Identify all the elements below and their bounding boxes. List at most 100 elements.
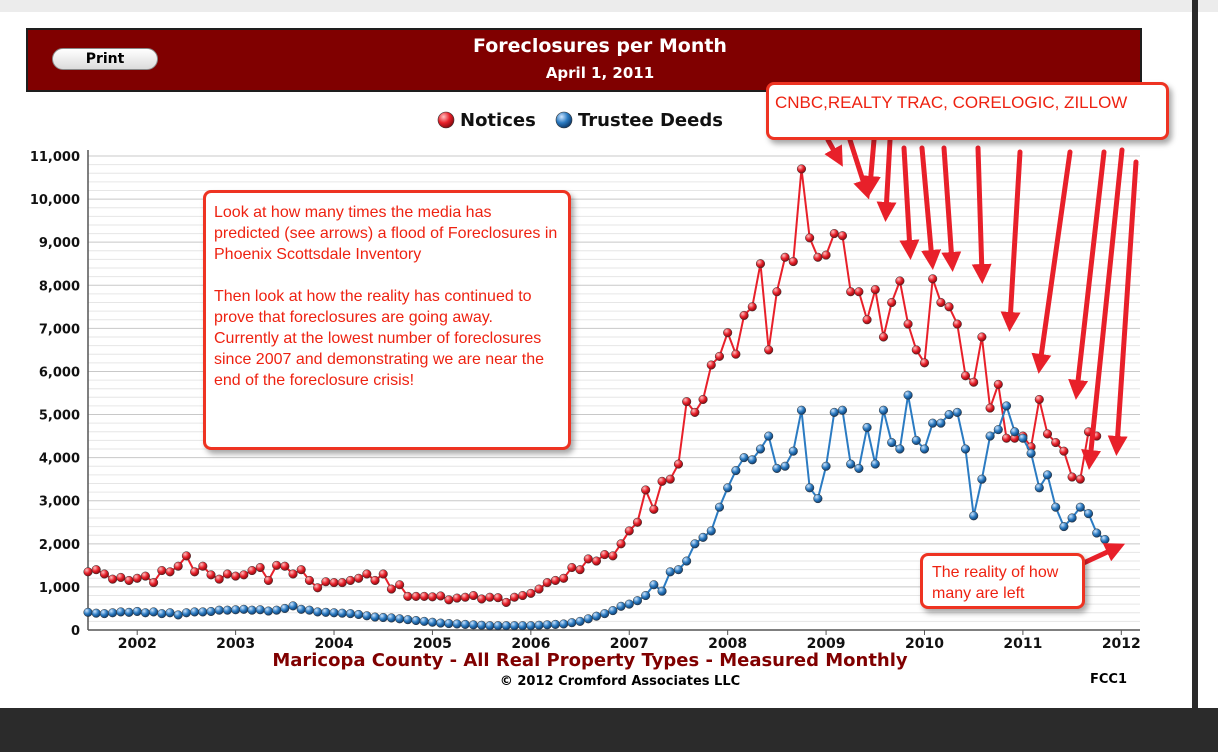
data-point-trustee-deeds xyxy=(854,463,864,473)
data-point-notices xyxy=(928,274,938,284)
data-point-notices xyxy=(821,250,831,260)
data-point-notices xyxy=(796,164,807,174)
red-arrow xyxy=(899,145,920,260)
data-point-trustee-deeds xyxy=(157,609,167,619)
data-point-trustee-deeds xyxy=(124,607,134,617)
data-point-notices xyxy=(493,593,503,603)
data-point-notices xyxy=(157,565,167,576)
data-point-trustee-deeds xyxy=(403,615,413,625)
data-point-notices xyxy=(837,231,848,241)
data-point-trustee-deeds xyxy=(1026,448,1036,458)
data-point-notices xyxy=(780,252,790,262)
data-point-notices xyxy=(272,560,282,570)
data-point-trustee-deeds xyxy=(354,609,364,620)
data-point-trustee-deeds xyxy=(427,617,437,627)
data-point-trustee-deeds xyxy=(805,483,815,493)
red-arrow xyxy=(876,137,897,222)
data-point-notices xyxy=(378,569,388,579)
data-point-notices xyxy=(550,575,560,585)
data-point-trustee-deeds xyxy=(386,613,396,623)
data-point-trustee-deeds xyxy=(1092,528,1102,538)
data-point-notices xyxy=(829,229,839,239)
data-point-trustee-deeds xyxy=(370,612,380,622)
x-tick-label: 2009 xyxy=(807,636,846,652)
data-point-notices xyxy=(345,575,355,585)
data-point-notices xyxy=(247,565,257,576)
data-point-trustee-deeds xyxy=(288,601,298,611)
data-point-trustee-deeds xyxy=(149,607,159,617)
data-point-trustee-deeds xyxy=(140,608,150,618)
data-point-notices xyxy=(395,580,405,590)
data-point-notices xyxy=(403,591,413,601)
data-point-trustee-deeds xyxy=(1018,433,1028,443)
data-point-notices xyxy=(354,573,364,583)
data-point-notices xyxy=(936,297,946,308)
legend-marker-notices xyxy=(437,111,455,129)
y-tick-label: 4,000 xyxy=(39,452,80,467)
data-point-notices xyxy=(190,567,200,577)
y-tick-label: 7,000 xyxy=(39,322,80,337)
data-point-trustee-deeds xyxy=(1067,513,1077,523)
data-point-trustee-deeds xyxy=(731,466,741,476)
data-point-trustee-deeds xyxy=(419,616,429,626)
data-point-trustee-deeds xyxy=(313,607,323,617)
data-point-notices xyxy=(526,588,536,598)
data-point-notices xyxy=(83,567,93,577)
data-point-trustee-deeds xyxy=(837,405,848,415)
data-point-trustee-deeds xyxy=(173,610,183,620)
data-point-notices xyxy=(903,319,913,329)
data-point-notices xyxy=(206,570,216,580)
x-tick-label: 2002 xyxy=(118,636,157,652)
data-point-trustee-deeds xyxy=(780,461,790,471)
print-button[interactable]: Print xyxy=(52,48,158,70)
data-point-notices xyxy=(1001,433,1012,443)
data-point-trustee-deeds xyxy=(665,567,675,577)
data-point-notices xyxy=(485,592,495,602)
data-point-trustee-deeds xyxy=(165,608,175,618)
data-point-notices xyxy=(993,379,1003,389)
data-point-notices xyxy=(165,567,175,577)
data-point-notices xyxy=(452,593,462,603)
data-point-notices xyxy=(296,565,306,575)
data-point-trustee-deeds xyxy=(616,601,626,611)
data-point-trustee-deeds xyxy=(690,539,700,549)
y-tick-label: 1,000 xyxy=(39,581,80,596)
data-point-trustee-deeds xyxy=(977,474,987,484)
data-point-notices xyxy=(419,591,429,601)
window-bottom-bar xyxy=(0,708,1218,752)
data-point-trustee-deeds xyxy=(919,444,930,454)
data-point-trustee-deeds xyxy=(1100,534,1110,545)
series-layer xyxy=(83,164,1110,631)
data-point-notices xyxy=(690,407,700,417)
x-tick-label: 2003 xyxy=(216,636,255,652)
x-tick-label: 2005 xyxy=(413,636,452,652)
data-point-trustee-deeds xyxy=(682,556,692,566)
data-point-notices xyxy=(501,597,511,607)
data-point-trustee-deeds xyxy=(1083,509,1094,519)
data-point-notices xyxy=(280,561,290,571)
data-point-trustee-deeds xyxy=(1075,502,1085,512)
data-point-trustee-deeds xyxy=(895,444,905,454)
data-point-trustee-deeds xyxy=(764,431,774,441)
data-point-trustee-deeds xyxy=(641,590,651,601)
data-point-notices xyxy=(181,551,191,561)
y-tick-label: 6,000 xyxy=(39,365,80,380)
data-point-notices xyxy=(427,592,437,602)
data-point-notices xyxy=(911,345,921,355)
data-point-notices xyxy=(591,556,602,566)
data-point-notices xyxy=(985,403,995,413)
data-point-notices xyxy=(895,276,905,286)
y-tick-label: 3,000 xyxy=(39,495,80,510)
data-point-trustee-deeds xyxy=(255,605,265,615)
data-point-notices xyxy=(337,578,347,588)
data-point-trustee-deeds xyxy=(583,614,593,624)
data-point-trustee-deeds xyxy=(477,620,487,630)
data-point-trustee-deeds xyxy=(247,605,257,615)
data-point-notices xyxy=(304,575,314,585)
data-point-notices xyxy=(198,561,208,571)
data-point-trustee-deeds xyxy=(280,603,290,614)
data-point-trustee-deeds xyxy=(214,605,224,615)
data-point-notices xyxy=(477,594,487,604)
data-point-trustee-deeds xyxy=(190,607,200,617)
data-point-trustee-deeds xyxy=(657,586,667,596)
